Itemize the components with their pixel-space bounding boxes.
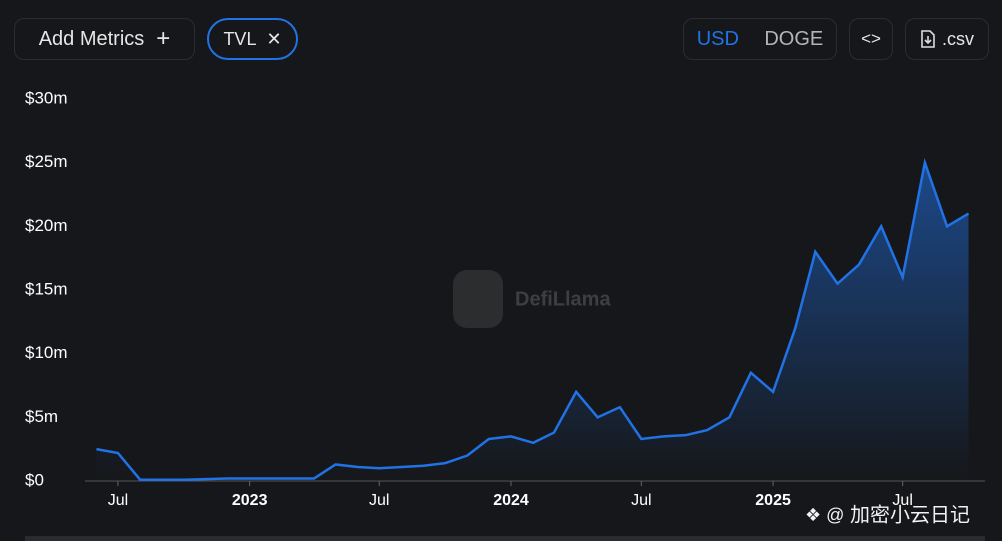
x-tick-label: 2025 [755, 492, 791, 509]
close-icon: ✕ [266, 28, 282, 49]
y-tick-label: $0 [25, 470, 44, 489]
source-icon: ❖ @ [805, 505, 844, 525]
x-tick-label: 2024 [493, 492, 529, 509]
csv-label: .csv [941, 28, 974, 49]
watermark: DefiLlama [453, 270, 611, 328]
add-metrics-label: Add Metrics [38, 27, 145, 50]
download-icon [921, 30, 935, 48]
embed-button[interactable]: <> [849, 18, 893, 60]
watermark-text: DefiLlama [515, 288, 611, 310]
source-watermark: 加密小云日记 [850, 503, 970, 526]
y-tick-label: $20m [25, 216, 68, 235]
y-tick-label: $10m [25, 343, 68, 362]
y-tick-label: $15m [25, 279, 68, 298]
currency-other[interactable]: DOGE [764, 27, 824, 50]
x-tick-label: 2023 [232, 492, 268, 509]
area [96, 162, 969, 481]
currency-usd[interactable]: USD [696, 27, 739, 50]
metric-pill-label: TVL [223, 28, 257, 49]
currency-toggle: USD DOGE [683, 18, 837, 60]
y-tick-label: $5m [25, 407, 58, 426]
y-tick-label: $30m [25, 88, 68, 107]
x-tick-label: Jul [892, 492, 912, 509]
x-tick-label: Jul [369, 492, 389, 509]
metric-pill[interactable]: TVL ✕ [207, 18, 298, 60]
plus-icon: + [156, 25, 171, 52]
scrollbar [25, 536, 985, 541]
csv-button[interactable]: .csv [905, 18, 989, 60]
line [96, 157, 970, 481]
add-metrics-button[interactable]: Add Metrics + [14, 18, 195, 60]
x-tick-label: Jul [631, 492, 651, 509]
y-tick-label: $25m [25, 152, 68, 171]
x-tick-label: Jul [108, 492, 128, 509]
